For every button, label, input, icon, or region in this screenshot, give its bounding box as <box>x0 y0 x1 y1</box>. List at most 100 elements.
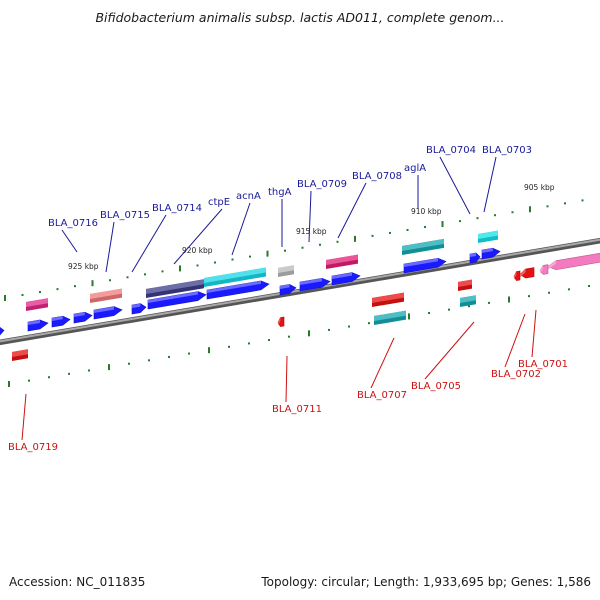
ruler-tick <box>39 291 41 294</box>
ruler-tick <box>301 246 304 249</box>
leader-line <box>370 337 395 389</box>
gene-block <box>374 310 406 325</box>
gene-block <box>481 247 501 260</box>
gene-label: BLA_0705 <box>411 381 461 392</box>
ruler-tick <box>348 325 350 328</box>
gene-label: aglA <box>404 163 426 174</box>
gene-label: BLA_0707 <box>357 390 407 401</box>
ruler-tick <box>488 301 490 304</box>
ruler-tick <box>428 312 430 315</box>
ruler-tick <box>188 352 190 355</box>
gene-label: BLA_0709 <box>297 179 347 190</box>
gene-block <box>93 306 123 320</box>
gene-block <box>460 295 476 307</box>
kbp-label: 910 kbp <box>411 207 442 216</box>
ruler-tick <box>511 211 514 214</box>
gene-label: BLA_0716 <box>48 218 98 229</box>
gene-block <box>277 316 285 327</box>
ruler-tick <box>448 308 450 311</box>
leader-line <box>21 393 27 441</box>
ruler-tick <box>354 235 356 242</box>
ruler-tick <box>319 243 321 246</box>
leader-line <box>483 156 497 213</box>
gene-block <box>299 277 331 292</box>
gene-block <box>458 279 472 291</box>
ruler-tick <box>214 261 216 264</box>
ruler-tick <box>336 240 339 243</box>
genome-summary-text: Topology: circular; Length: 1,933,695 bp… <box>261 575 591 589</box>
gene-block <box>90 288 122 303</box>
gene-block <box>547 252 600 270</box>
ruler-tick <box>284 249 286 252</box>
ruler-tick <box>564 202 566 205</box>
ruler-tick <box>21 294 24 297</box>
gene-label: thgA <box>268 187 292 198</box>
ruler-tick <box>179 265 181 272</box>
ruler-tick <box>494 214 496 217</box>
ruler-tick <box>228 345 230 348</box>
leader-line <box>231 202 251 256</box>
gene-block <box>26 298 48 311</box>
map-title: Bifidobacterium animalis subsp. lactis A… <box>95 10 505 25</box>
ruler-tick <box>406 228 409 231</box>
leader-line <box>308 190 312 243</box>
gene-block <box>403 257 447 274</box>
label-leaders <box>21 156 537 441</box>
gene-label: BLA_0703 <box>482 145 532 156</box>
ruler-tick <box>128 362 130 365</box>
gene-block <box>147 291 207 310</box>
ruler-tick <box>548 291 550 294</box>
gene-block <box>206 280 270 300</box>
ruler-tick <box>588 284 590 287</box>
ruler-tick <box>368 322 370 325</box>
kbp-labels: 905 kbp 910 kbp 915 kbp 920 kbp 925 kbp <box>68 183 555 271</box>
gene-block <box>513 270 521 281</box>
ruler-tick <box>48 376 50 379</box>
gene-label: BLA_0704 <box>426 145 476 156</box>
leader-line <box>531 309 537 358</box>
gene-block <box>51 315 71 328</box>
ruler-tick <box>476 217 479 220</box>
gene-label: BLA_0719 <box>8 442 58 453</box>
ruler-tick <box>56 288 59 291</box>
ruler-tick <box>148 359 150 362</box>
ruler-tick <box>248 342 250 345</box>
ruler-tick <box>441 221 444 228</box>
gene-block <box>0 327 5 336</box>
ruler-ticks <box>4 199 590 387</box>
leader-line <box>131 214 167 273</box>
ruler-tick <box>389 231 391 234</box>
leader-line <box>173 208 223 265</box>
ruler-tick <box>4 295 6 301</box>
gene-label: BLA_0715 <box>100 210 150 221</box>
ruler-tick <box>249 255 251 258</box>
gene-block <box>478 230 498 243</box>
ruler-tick <box>268 339 270 342</box>
leader-line <box>61 229 78 253</box>
gene-block <box>131 303 147 315</box>
leader-line <box>424 321 475 380</box>
ruler-tick <box>266 250 269 257</box>
gene-label: BLA_0714 <box>152 203 202 214</box>
ruler-tick <box>231 258 234 261</box>
kbp-label: 915 kbp <box>296 227 327 236</box>
gene-block <box>73 311 93 324</box>
ruler-tick <box>126 276 129 279</box>
ruler-tick <box>144 273 146 276</box>
gene-block <box>279 284 297 296</box>
gene-label: BLA_0702 <box>491 369 541 380</box>
ruler-tick <box>568 288 570 291</box>
ruler-tick <box>208 347 210 354</box>
gene-block <box>539 264 549 275</box>
accession-text: Accession: NC_011835 <box>9 575 146 589</box>
ruler-tick <box>529 206 531 213</box>
gene-label: BLA_0711 <box>272 404 322 415</box>
gene-block <box>372 292 404 307</box>
ruler-tick <box>91 280 94 287</box>
gene-block <box>146 279 204 298</box>
leader-line <box>105 221 115 273</box>
ruler-tick <box>371 234 374 237</box>
ruler-tick <box>109 279 111 282</box>
gene-label: ctpE <box>208 197 230 208</box>
